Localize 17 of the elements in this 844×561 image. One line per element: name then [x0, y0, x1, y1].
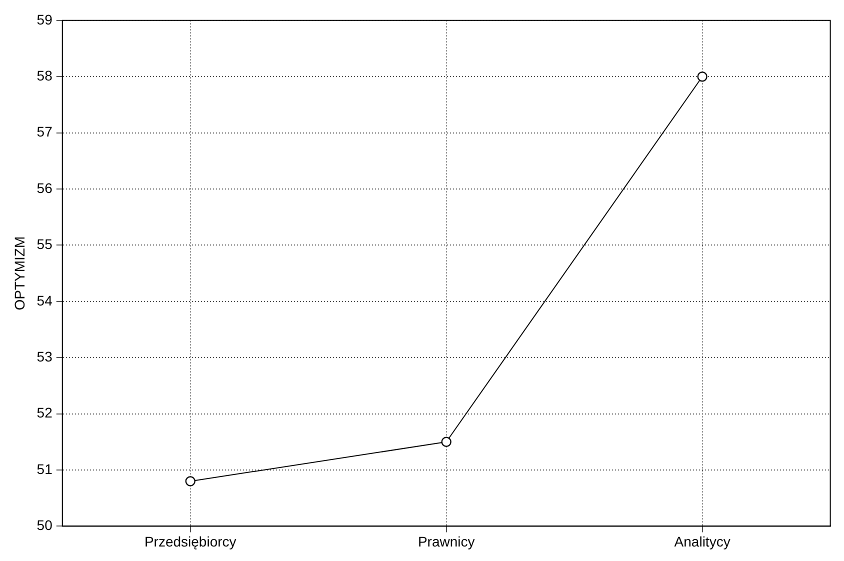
x-tick-label: Prawnicy — [418, 533, 475, 550]
y-tick-label: 54 — [36, 292, 53, 308]
x-tick-label: Przedsiębiorcy — [144, 533, 236, 550]
point — [441, 436, 452, 447]
point — [697, 72, 708, 82]
y-tick-label: 50 — [36, 517, 53, 534]
y-tick-label: 53 — [36, 348, 53, 364]
y-tick-label: 55 — [36, 236, 53, 252]
y-tick-label: 59 — [36, 11, 53, 28]
y-tick-label: 56 — [36, 180, 53, 196]
x-tick-label: Analitycy — [674, 533, 730, 550]
y-tick-label: 52 — [36, 404, 53, 421]
y-tick-label: 58 — [36, 67, 53, 84]
point — [185, 476, 196, 486]
y-tick-label: 51 — [36, 460, 53, 477]
y-axis-title: OPTYMIZM — [11, 236, 28, 310]
y-tick-label: 57 — [36, 124, 53, 140]
